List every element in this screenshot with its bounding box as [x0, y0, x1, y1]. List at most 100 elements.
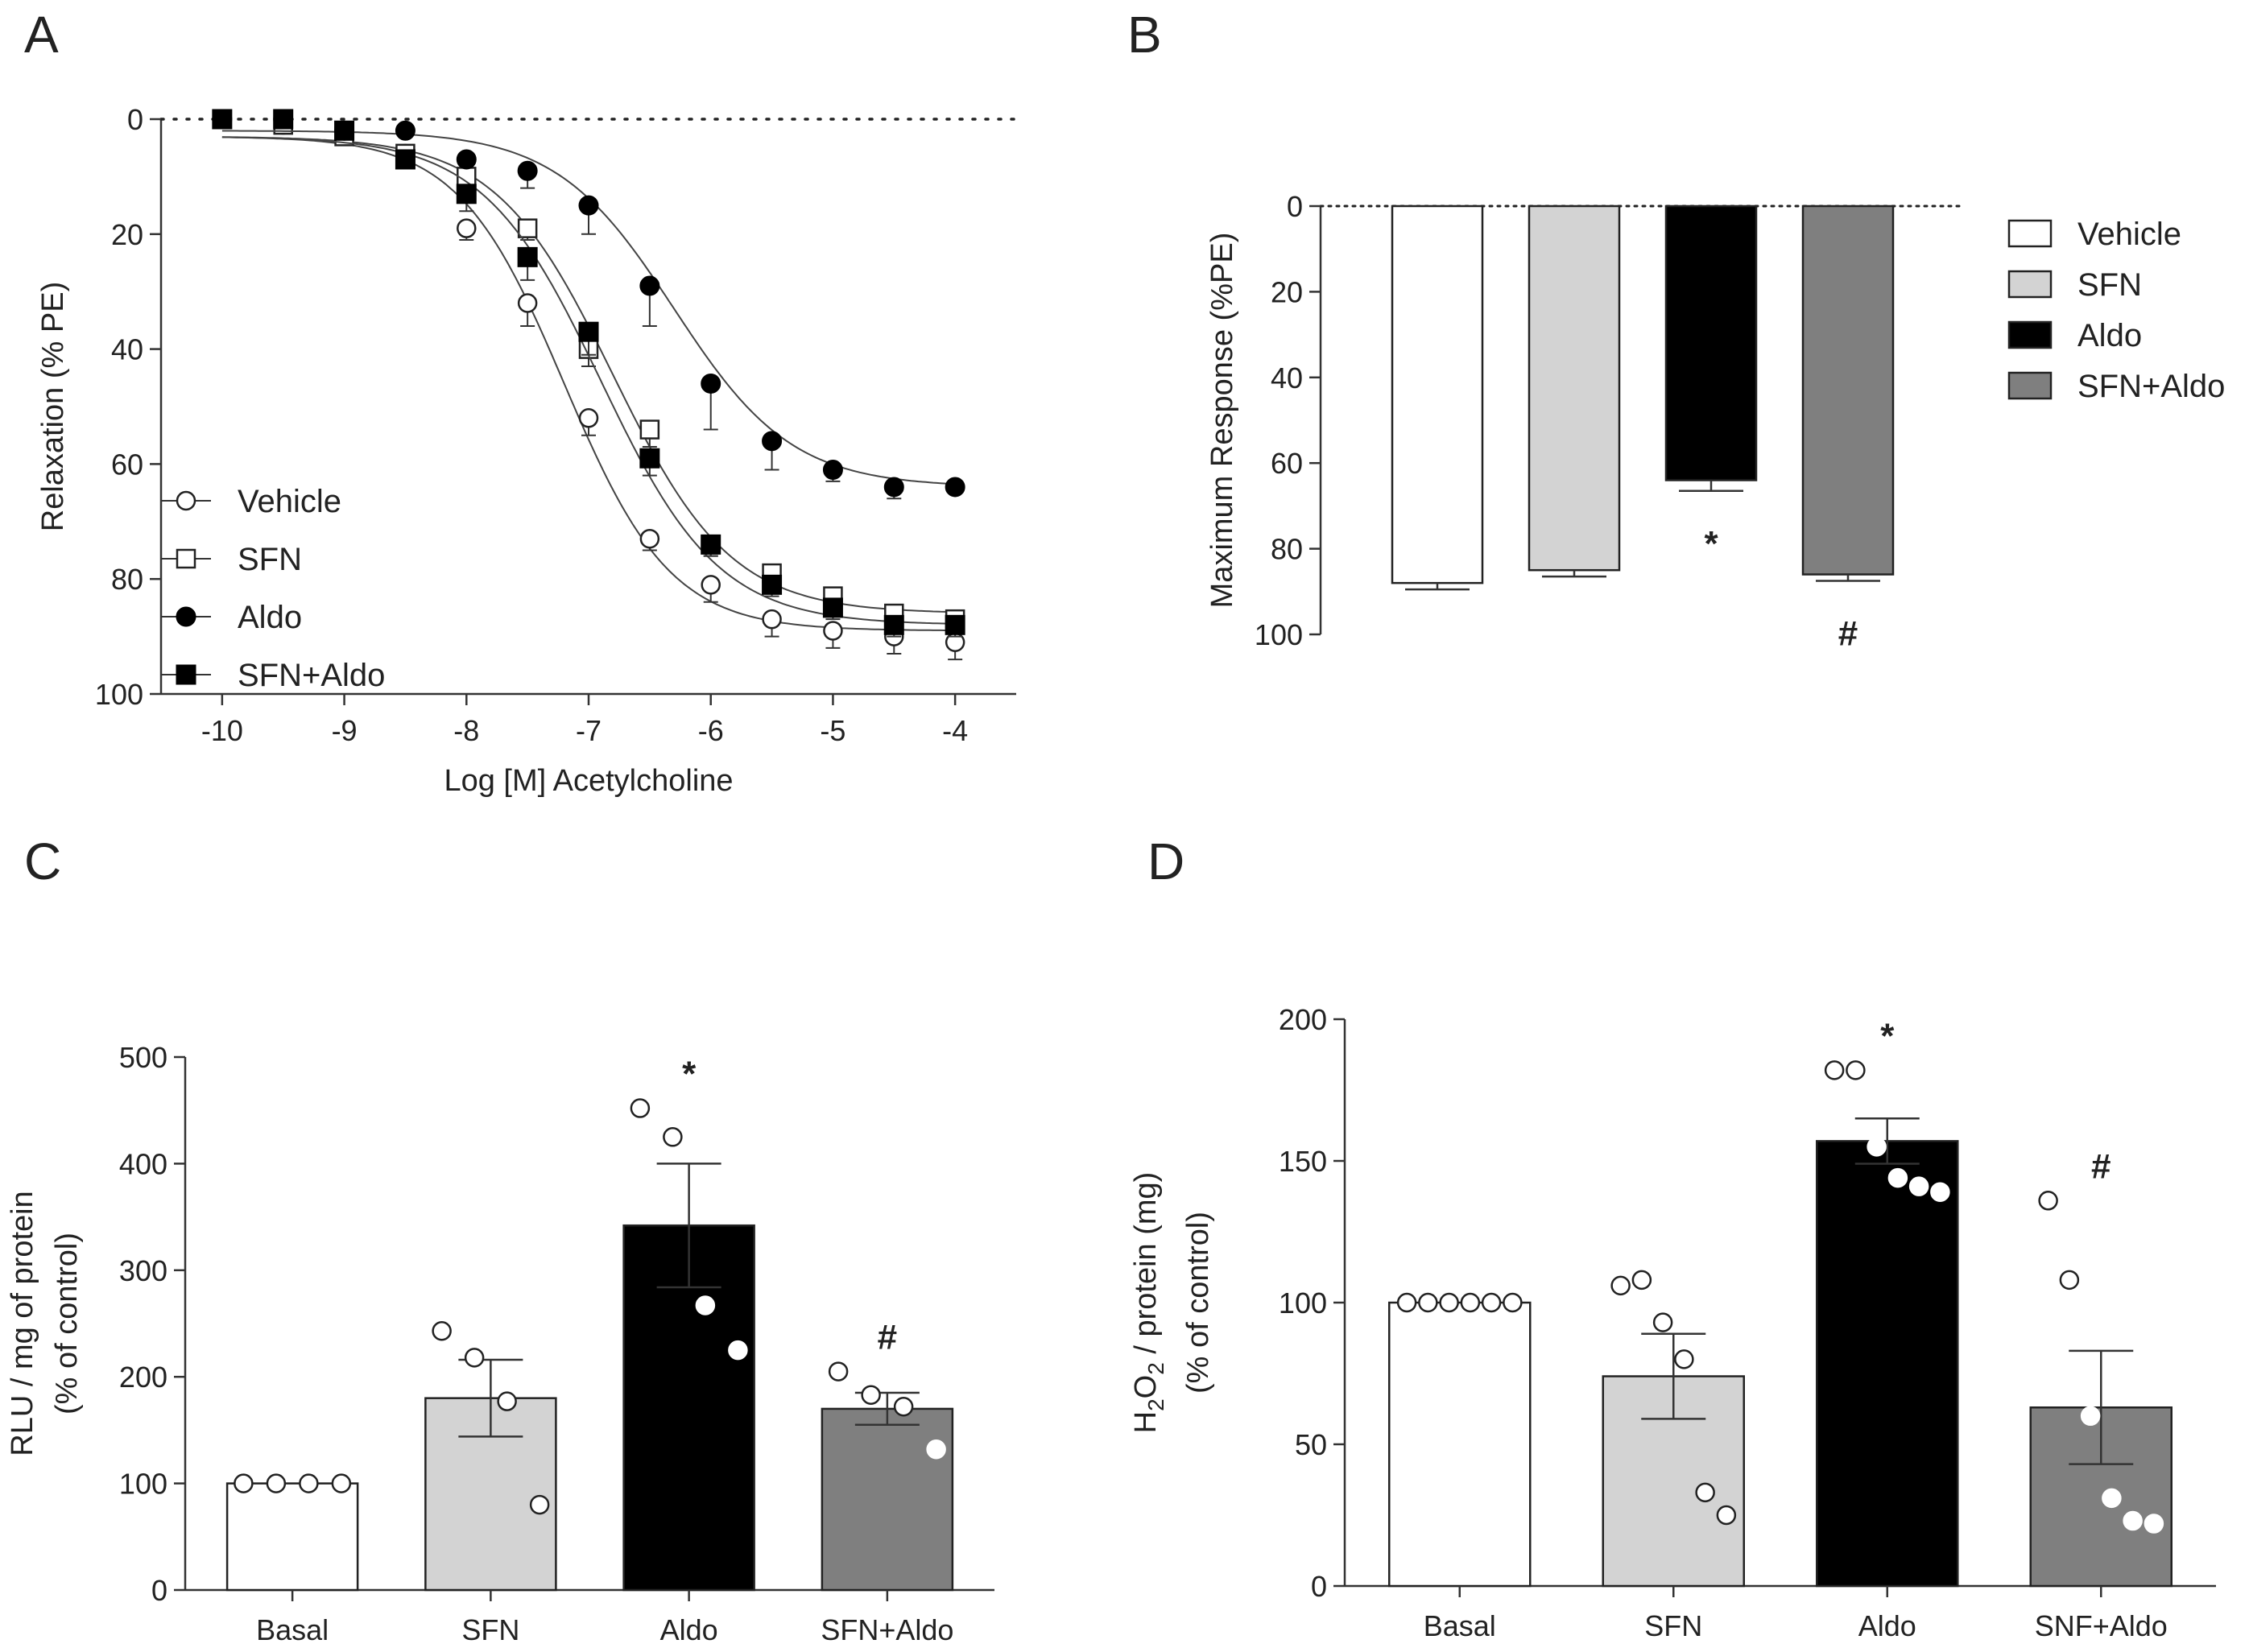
data-point	[822, 597, 843, 618]
chart-d: 0 50 100 150 200 Basal SFN * Aldo # SNF+Aldo H2O2 /…	[1129, 1003, 2216, 1642]
legend-entry: SFN	[161, 542, 302, 577]
data-dot	[893, 1397, 914, 1417]
bar-group-sfn	[1528, 204, 1621, 578]
data-point	[517, 293, 538, 313]
legend-label: SFN+Aldo	[238, 658, 385, 693]
significance-marker: #	[2091, 1146, 2111, 1186]
data-point	[517, 218, 538, 238]
data-dot	[1674, 1349, 1694, 1369]
data-dot	[663, 1127, 683, 1147]
data-dot	[1610, 1275, 1631, 1296]
x-tick-label: SNF+Aldo	[2035, 1609, 2168, 1642]
y-tick-label: 0	[1311, 1570, 1327, 1603]
data-dot	[728, 1340, 748, 1361]
data-point	[945, 477, 965, 498]
data-dot	[630, 1098, 651, 1118]
data-point	[639, 419, 660, 440]
data-point	[945, 614, 965, 635]
y-tick-label: 500	[119, 1041, 167, 1074]
significance-marker: #	[1838, 614, 1858, 654]
y-tick-label: 300	[119, 1254, 167, 1287]
legend-entry: Aldo	[161, 600, 302, 635]
bar	[1664, 204, 1758, 481]
data-dot	[234, 1473, 254, 1493]
series-vehicle	[212, 109, 965, 661]
x-tick-label: SFN	[1644, 1609, 1702, 1642]
x-tick-label: Aldo	[1858, 1609, 1916, 1642]
y-tick-label: 40	[1271, 361, 1303, 394]
y-tick-label: 40	[111, 333, 143, 366]
bar-group-aldo: *	[1664, 204, 1758, 564]
data-dot	[1867, 1137, 1887, 1157]
legend-label: SFN+Aldo	[2077, 369, 2225, 404]
x-tick-label: -8	[453, 714, 479, 747]
bar-group-aldo: *	[622, 1055, 755, 1592]
y-tick-label: 0	[1287, 190, 1303, 223]
x-tick-label: Basal	[1424, 1609, 1496, 1642]
y-tick-label: 200	[119, 1361, 167, 1394]
data-point	[457, 167, 477, 187]
data-point	[334, 120, 355, 141]
x-tick-label: -7	[576, 714, 602, 747]
data-dot	[828, 1361, 849, 1381]
chart-b: 0 20 40 60 80 100 * # Maximum Response (%PE) Vehi…	[1205, 190, 2225, 654]
bar	[1816, 1140, 1959, 1588]
data-point	[517, 160, 538, 181]
bar-group-basal	[1388, 1292, 1532, 1588]
y-tick-label: 50	[1295, 1428, 1327, 1461]
data-point	[457, 218, 477, 238]
significance-marker: *	[1704, 524, 1718, 564]
data-dot	[529, 1494, 550, 1515]
data-dot	[432, 1321, 452, 1341]
y-tick-label: 400	[119, 1147, 167, 1180]
data-dot	[1652, 1312, 1673, 1332]
data-dot	[1631, 1270, 1652, 1291]
data-dot	[926, 1439, 946, 1460]
chart-a: 0 20 40 60 80 100 -10 -9 -8 -7 -6 -5 -4 Log [M] Acety…	[36, 103, 1018, 798]
significance-marker: *	[682, 1055, 697, 1094]
data-point	[639, 275, 660, 296]
legend-entry: SFN+Aldo	[161, 658, 385, 693]
data-point	[639, 528, 660, 549]
data-point	[517, 246, 538, 267]
data-point	[762, 609, 782, 630]
bar	[1801, 204, 1895, 576]
y-axis-label: H2O2 / protein (mg)	[1129, 1172, 1168, 1434]
legend-label: SFN	[238, 542, 302, 577]
bar-group-snf-aldo: #	[2029, 1146, 2173, 1588]
legend-label: SFN	[2077, 267, 2142, 303]
legend-label: Aldo	[238, 600, 302, 635]
y-tick-label: 200	[1279, 1003, 1327, 1036]
data-dot	[1695, 1482, 1715, 1503]
x-tick-label: -4	[942, 714, 968, 747]
legend-marker	[176, 606, 196, 627]
y-tick-label: 60	[111, 448, 143, 481]
panel-label-c: C	[24, 832, 61, 890]
data-point	[578, 195, 599, 216]
x-tick-label: SFN+Aldo	[821, 1613, 953, 1646]
y-axis-label: Relaxation (% PE)	[36, 282, 70, 531]
y-tick-label: 0	[127, 103, 143, 136]
legend-entry: SFN	[2007, 267, 2142, 303]
y-axis-label: RLU / mg of protein	[6, 1191, 39, 1456]
data-point	[395, 149, 415, 170]
data-point	[762, 574, 783, 595]
data-point	[273, 109, 294, 130]
data-point	[395, 120, 415, 141]
data-point	[762, 431, 783, 452]
data-dot	[1418, 1292, 1438, 1313]
x-tick-label: -6	[698, 714, 724, 747]
data-point	[822, 460, 843, 481]
legend-label: Vehicle	[238, 484, 341, 519]
bar-group-sfn	[1602, 1270, 1745, 1588]
data-point	[212, 109, 233, 130]
data-point	[823, 621, 843, 641]
significance-marker: #	[878, 1318, 897, 1357]
x-tick-label: Aldo	[660, 1613, 718, 1646]
data-point	[456, 149, 477, 170]
panel-label-b: B	[1127, 6, 1162, 64]
data-point	[701, 534, 721, 555]
series-sfn-aldo	[212, 109, 965, 638]
legend-marker	[176, 664, 196, 685]
